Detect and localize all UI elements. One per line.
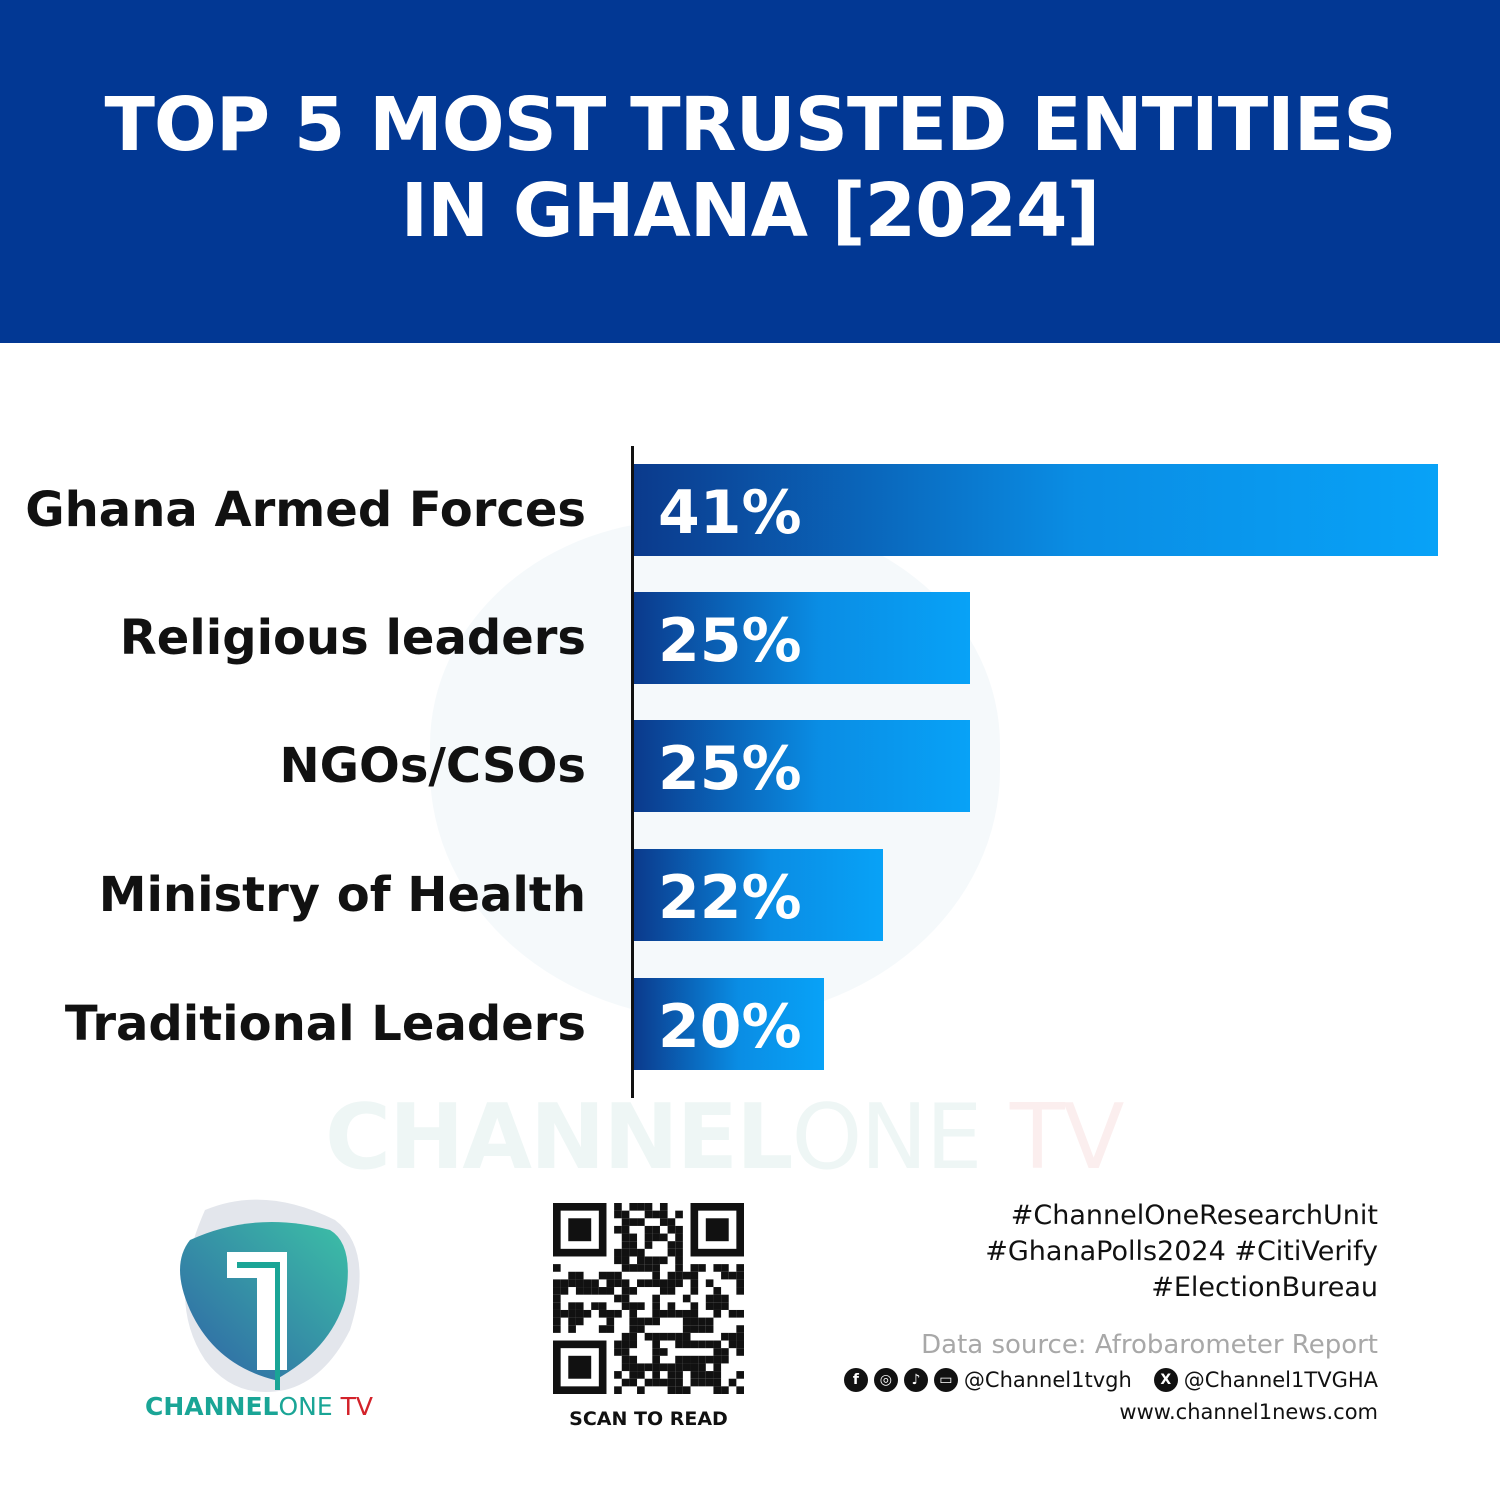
hashtags: #ChannelOneResearchUnit #GhanaPolls2024 … [985, 1198, 1378, 1306]
logo-wordmark: CHANNELONE TV [145, 1392, 373, 1421]
bar [634, 592, 971, 684]
value-label: 20% [658, 992, 802, 1062]
value-label: 25% [658, 606, 802, 676]
hashtag-line: #ElectionBureau [1151, 1272, 1378, 1303]
social-handles: f ◎ ♪ ▭ @Channel1tvgh X @Channel1TVGHA [843, 1368, 1378, 1392]
title-line-2: IN GHANA [2024] [400, 167, 1101, 254]
category-label: Traditional Leaders [64, 996, 586, 1052]
category-label: Ministry of Health [98, 867, 586, 923]
handle-main[interactable]: @Channel1tvgh [963, 1368, 1132, 1392]
watermark-text: CHANNELONE TV [325, 1085, 1125, 1190]
bar [634, 464, 1439, 556]
qr-code[interactable] [553, 1203, 744, 1394]
page-title: TOP 5 MOST TRUSTED ENTITIES IN GHANA [20… [50, 82, 1450, 254]
watermark-tv: TV [1009, 1085, 1125, 1190]
handle-x[interactable]: @Channel1TVGHA [1183, 1368, 1378, 1392]
tiktok-icon[interactable]: ♪ [903, 1368, 928, 1392]
watermark-channel: CHANNEL [325, 1085, 793, 1190]
hashtag-line: #ChannelOneResearchUnit [1010, 1200, 1378, 1231]
youtube-icon[interactable]: ▭ [933, 1368, 958, 1392]
instagram-icon[interactable]: ◎ [873, 1368, 898, 1392]
qr-caption: SCAN TO READ [569, 1408, 728, 1430]
category-label: Ghana Armed Forces [25, 482, 586, 538]
header-banner: TOP 5 MOST TRUSTED ENTITIES IN GHANA [20… [0, 0, 1500, 343]
category-label: Religious leaders [119, 610, 586, 666]
watermark-one: ONE [791, 1085, 983, 1190]
channel-one-logo: CHANNELONE TV [145, 1199, 373, 1421]
x-icon[interactable]: X [1153, 1368, 1178, 1392]
bar [634, 978, 825, 1070]
hashtag-line: #GhanaPolls2024 #CitiVerify [985, 1236, 1378, 1267]
y-axis-line [631, 446, 634, 1098]
value-label: 25% [658, 734, 802, 804]
bar [634, 849, 883, 941]
bar [634, 720, 971, 812]
website-link[interactable]: www.channel1news.com [1119, 1400, 1378, 1424]
category-label: NGOs/CSOs [279, 738, 586, 794]
value-label: 22% [658, 863, 802, 933]
data-source: Data source: Afrobarometer Report [921, 1330, 1378, 1360]
value-label: 41% [658, 478, 802, 548]
title-line-1: TOP 5 MOST TRUSTED ENTITIES [104, 81, 1396, 168]
facebook-icon[interactable]: f [843, 1368, 868, 1392]
